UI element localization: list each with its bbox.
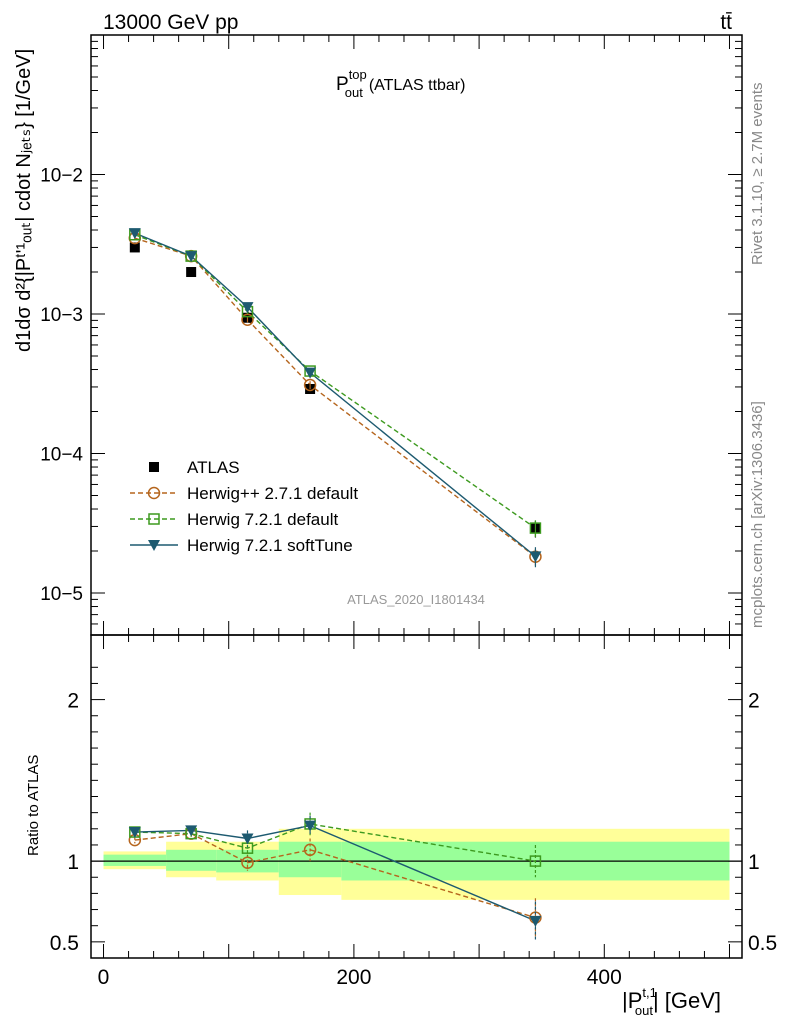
- legend-marker-atlas: [149, 462, 159, 472]
- ratio-ytick-label-left: 2: [67, 690, 79, 713]
- main-series-layer: [128, 228, 542, 568]
- title-sub: out: [345, 85, 363, 100]
- main-ylabel: d1dσ d²{|Pᵗʹ¹ₒᵤₜ| cdot Nⱼₑₜₛ} [1/GeV]: [13, 49, 35, 352]
- ratio-uncertainty-bands: [91, 828, 742, 900]
- ratio-ylabel: Ratio to ATLAS: [25, 755, 42, 856]
- ratio-line-herwigpp: [134, 832, 536, 919]
- point-softtune: [128, 228, 141, 240]
- ratio-xtick-label: 200: [336, 966, 371, 989]
- title-rest: (ATLAS ttbar): [369, 77, 466, 94]
- xlabel-post: | [GeV]: [653, 988, 721, 1013]
- point-atlas: [129, 242, 140, 253]
- legend-marker-herwig721: [148, 513, 160, 525]
- main-axis-ticks: 10−5 10−4 10−3 10−2: [40, 34, 742, 635]
- ratio-ytick-label-left: 1: [67, 851, 79, 874]
- point-herwigpp: [303, 378, 317, 392]
- ratio-xtick-label: 0: [98, 966, 110, 989]
- series-line-softtune: [134, 232, 536, 557]
- xlabel-sup: t,1: [642, 985, 656, 1000]
- point-atlas: [186, 267, 197, 278]
- ratio-line-herwig721: [134, 823, 536, 862]
- ratio-ytick-label-right: 2: [748, 690, 760, 713]
- ratio-point-softtune: [304, 820, 317, 832]
- title-main: P: [336, 74, 349, 95]
- main-ytick-label: 10−3: [40, 305, 83, 326]
- legend-marker-herwigpp: [147, 486, 161, 500]
- main-ytick-label: 10−2: [40, 166, 83, 187]
- ratio-point-herwig721: [529, 855, 542, 867]
- legend-label-softtune: Herwig 7.2.1 softTune: [187, 536, 353, 555]
- point-softtune: [529, 551, 542, 563]
- ratio-point-softtune: [529, 915, 542, 927]
- point-herwigpp: [241, 313, 254, 326]
- ratio-point-softtune: [185, 825, 198, 837]
- side-label-mcplots: mcplots.cern.ch [arXiv:1306.3436]: [749, 401, 766, 628]
- x-axis-label: |Pt,1 out| [GeV]: [622, 985, 721, 1018]
- header-process: tt̄: [720, 11, 732, 34]
- ratio-point-herwigpp: [241, 856, 254, 869]
- header-energy: 13000 GeV pp: [103, 11, 238, 34]
- ratio-point-softtune: [241, 833, 254, 845]
- legend-label-herwig721: Herwig 7.2.1 default: [187, 510, 338, 529]
- band-inner-bin: [103, 854, 167, 866]
- ratio-ytick-label-right: 1: [748, 851, 760, 874]
- ratio-panel-frame: [90, 634, 743, 959]
- ratio-xtick-label: 400: [587, 966, 622, 989]
- ratio-point-herwigpp: [303, 843, 317, 857]
- ratio-axis-ticks: 0.5 0.5 1 1 2 2 0 200 400: [50, 635, 777, 989]
- main-ylabel-text: d1dσ d²{|Pᵗʹ¹ₒᵤₜ| cdot Nⱼₑₜₛ} [1/GeV]: [13, 49, 35, 352]
- legend-marker-softtune: [148, 540, 160, 551]
- point-softtune: [304, 367, 317, 379]
- ratio-point-softtune: [128, 827, 141, 839]
- band-inner-bin: [166, 849, 217, 871]
- main-ytick-label: 10−5: [40, 584, 83, 605]
- legend-label-herwigpp: Herwig++ 2.7.1 default: [187, 484, 358, 503]
- point-softtune: [241, 302, 254, 314]
- point-softtune: [185, 251, 198, 263]
- legend-label-atlas: ATLAS: [187, 458, 240, 477]
- legend: ATLAS Herwig++ 2.7.1 default Herwig 7.2.1 …: [130, 458, 358, 555]
- point-herwig721: [529, 522, 542, 534]
- side-label-rivet: Rivet 3.1.10, ≥ 2.7M events: [749, 83, 766, 266]
- series-line-herwigpp: [134, 237, 536, 558]
- xlabel-sub: out: [635, 1003, 653, 1018]
- title-sup: top: [349, 67, 367, 82]
- plot-title: Ptop out (ATLAS ttbar): [336, 67, 465, 100]
- ratio-series-layer: [128, 812, 542, 941]
- main-ytick-label: 10−4: [40, 445, 83, 466]
- ratio-ytick-label-right: 0.5: [748, 932, 777, 955]
- xlabel-pre: |P: [622, 988, 642, 1013]
- analysis-watermark: ATLAS_2020_I1801434: [347, 592, 485, 607]
- ratio-ytick-label-left: 0.5: [50, 932, 79, 955]
